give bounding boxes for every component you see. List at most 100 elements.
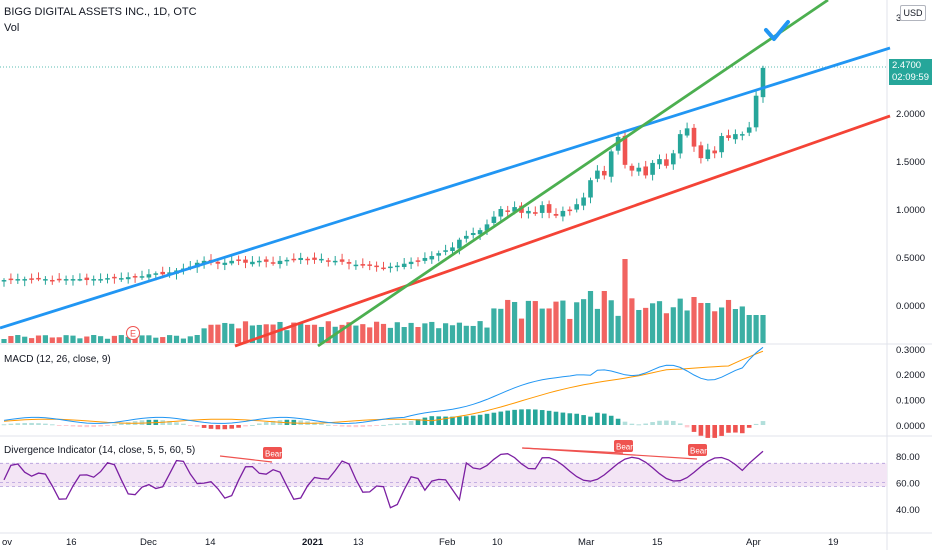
candle-body [63, 279, 69, 281]
macd-histogram-bar [84, 425, 90, 428]
volume-bar [463, 325, 469, 343]
earnings-marker-label: E [130, 329, 136, 339]
macd-histogram-bar [8, 423, 14, 425]
macd-histogram-bar [574, 413, 579, 425]
macd-tick-label: 0.0000 [896, 421, 925, 432]
x-tick-label: Feb [439, 537, 455, 548]
volume-bar [739, 306, 745, 343]
volume-bar [139, 335, 145, 343]
volume-bar [291, 322, 297, 343]
candle-body [539, 205, 545, 213]
candle-body [753, 95, 759, 128]
macd-histogram-bar [395, 423, 400, 425]
volume-bar [249, 325, 255, 343]
candle-body [726, 135, 731, 138]
symbol-title: BIGG DIGITAL ASSETS INC., 1D, OTC [4, 6, 197, 18]
volume-bar [498, 308, 504, 343]
volume-bar [42, 335, 48, 343]
volume-bar [670, 307, 676, 343]
volume-bar [587, 291, 594, 343]
candle-body [319, 258, 324, 261]
volume-bar [77, 338, 83, 343]
price-tick-label: 2.0000 [896, 109, 925, 120]
candle-body [84, 277, 90, 281]
volume-bar [732, 309, 738, 343]
candle-body [457, 239, 462, 249]
volume-bar [242, 321, 249, 343]
macd-histogram-bar [457, 416, 462, 425]
macd-histogram-bar [257, 423, 262, 425]
candle-body [684, 128, 690, 136]
macd-histogram-bar [243, 425, 248, 427]
volume-bar [539, 308, 545, 343]
macd-histogram-bar [388, 424, 393, 426]
volume-bar [167, 335, 173, 343]
candle-body [56, 278, 62, 281]
candle-body [70, 279, 76, 281]
x-tick-label: Dec [140, 537, 157, 548]
candle-body [719, 136, 724, 153]
price-tick-label: 1.5000 [896, 157, 925, 168]
candle-body [636, 167, 642, 172]
candle-body [436, 253, 441, 256]
volume-bar [187, 336, 193, 343]
macd-histogram-bar [760, 421, 766, 425]
candle-body [581, 197, 586, 206]
candle-body [429, 256, 435, 260]
volume-bar [456, 322, 462, 343]
macd-histogram-bar [339, 425, 345, 427]
volume-bar [35, 335, 42, 343]
macd-histogram-bar [753, 423, 759, 425]
x-tick-label: 15 [652, 537, 663, 548]
macd-histogram-bar [622, 421, 628, 425]
macd-histogram-bar [29, 422, 34, 425]
macd-histogram-bar [215, 425, 221, 430]
volume-bar [15, 335, 21, 343]
candle-body [153, 273, 159, 275]
macd-histogram-bar [546, 410, 552, 425]
volume-bar [8, 336, 14, 343]
macd-histogram-bar [671, 420, 676, 425]
candle-body [443, 250, 448, 252]
volume-bar [22, 336, 28, 343]
macd-histogram-bar [615, 418, 621, 425]
volume-bar [394, 322, 400, 343]
candle-body [698, 145, 704, 159]
macd-histogram-bar [450, 416, 455, 425]
currency-badge[interactable]: USD [900, 5, 926, 21]
bear-signal-badge [688, 444, 707, 456]
volume-bar [104, 338, 111, 343]
volume-bar [560, 300, 566, 343]
volume-bar [518, 318, 525, 343]
volume-bar [367, 327, 373, 343]
last-price: 2.4700 [892, 60, 922, 71]
candle-body [450, 247, 455, 252]
volume-bar [339, 324, 345, 343]
volume-bar [201, 328, 207, 343]
macd-histogram-bar [43, 423, 48, 425]
macd-histogram-bar [526, 409, 531, 425]
macd-tick-label: 0.3000 [896, 345, 925, 356]
x-tick-label: 10 [492, 537, 503, 548]
macd-histogram-bar [415, 419, 421, 425]
candle-body [588, 180, 593, 198]
candle-body [595, 170, 600, 179]
macd-histogram-bar [77, 425, 83, 427]
x-tick-label: Apr [746, 537, 761, 548]
trendlines[interactable] [0, 0, 891, 348]
div-tick-label: 80.00 [896, 452, 920, 463]
macd-histogram-bar [422, 417, 428, 425]
volume-bar [277, 321, 283, 343]
candle-body [602, 170, 607, 176]
candle-body [408, 261, 414, 265]
volume-bar [656, 301, 663, 343]
candle-body [505, 210, 510, 212]
macd-histogram-bar [326, 424, 331, 426]
candle-body [36, 277, 41, 280]
candle-body [236, 259, 241, 261]
candle-body [705, 149, 711, 159]
volume-bar [601, 291, 607, 343]
divergence-pane: Bear Bear Bear [0, 440, 887, 509]
